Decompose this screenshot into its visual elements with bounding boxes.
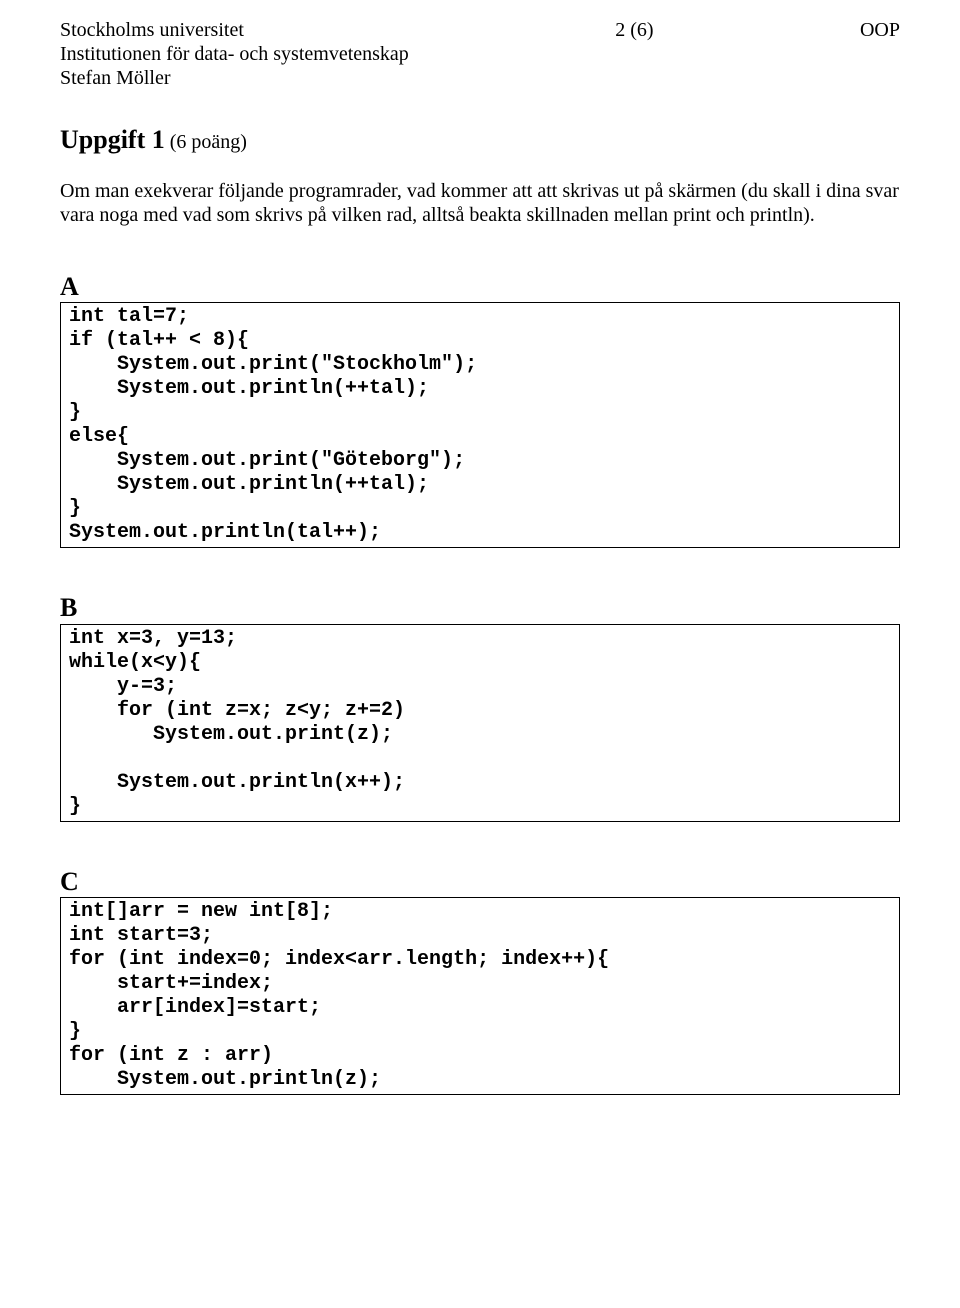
page-number: 2 (6) (615, 18, 653, 90)
code-box-b: int x=3, y=13; while(x<y){ y-=3; for (in… (60, 624, 900, 822)
code-box-a: int tal=7; if (tal++ < 8){ System.out.pr… (60, 302, 900, 548)
course-code: OOP (860, 18, 900, 90)
header-left: Stockholms universitet Institutionen för… (60, 18, 409, 90)
page-header: Stockholms universitet Institutionen för… (60, 18, 900, 90)
department-name: Institutionen för data- och systemvetens… (60, 42, 409, 66)
university-name: Stockholms universitet (60, 18, 409, 42)
task-intro: Om man exekverar följande programrader, … (60, 179, 900, 227)
author-name: Stefan Möller (60, 66, 409, 90)
section-label-b: B (60, 592, 900, 623)
section-label-a: A (60, 271, 900, 302)
task-title-bold: Uppgift 1 (60, 125, 165, 154)
task-title-points: (6 poäng) (165, 131, 247, 153)
task-title: Uppgift 1 (6 poäng) (60, 124, 900, 155)
code-box-c: int[]arr = new int[8]; int start=3; for … (60, 897, 900, 1095)
section-label-c: C (60, 866, 900, 897)
